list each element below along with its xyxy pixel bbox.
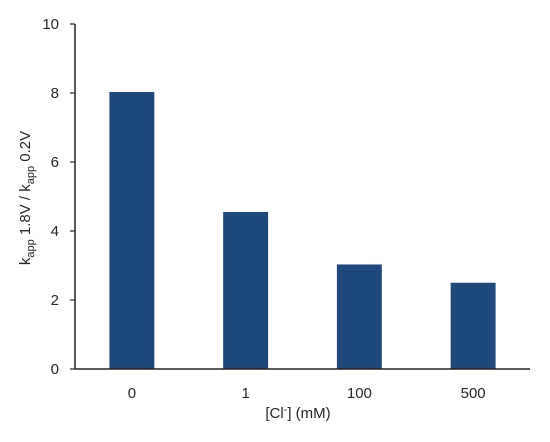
y-tick-label: 6	[51, 154, 59, 171]
x-tick-label: 0	[128, 385, 136, 402]
bar-0	[109, 91, 155, 369]
y-axis-title: kapp 1.8V / kapp 0.2V	[17, 131, 37, 265]
x-tick-label: 100	[347, 385, 372, 402]
bar-500	[450, 282, 496, 369]
x-axis-title: [Cl-] (mM)	[265, 404, 330, 422]
bar-1	[223, 212, 269, 369]
x-tick-label: 1	[241, 385, 249, 402]
y-tick-label: 8	[51, 85, 59, 102]
y-tick-label: 2	[51, 292, 59, 309]
y-tick-label: 4	[51, 223, 59, 240]
y-tick-label: 10	[42, 16, 59, 33]
x-tick-label: 500	[461, 385, 486, 402]
y-tick-label: 0	[51, 361, 59, 378]
bar-100	[336, 264, 382, 369]
